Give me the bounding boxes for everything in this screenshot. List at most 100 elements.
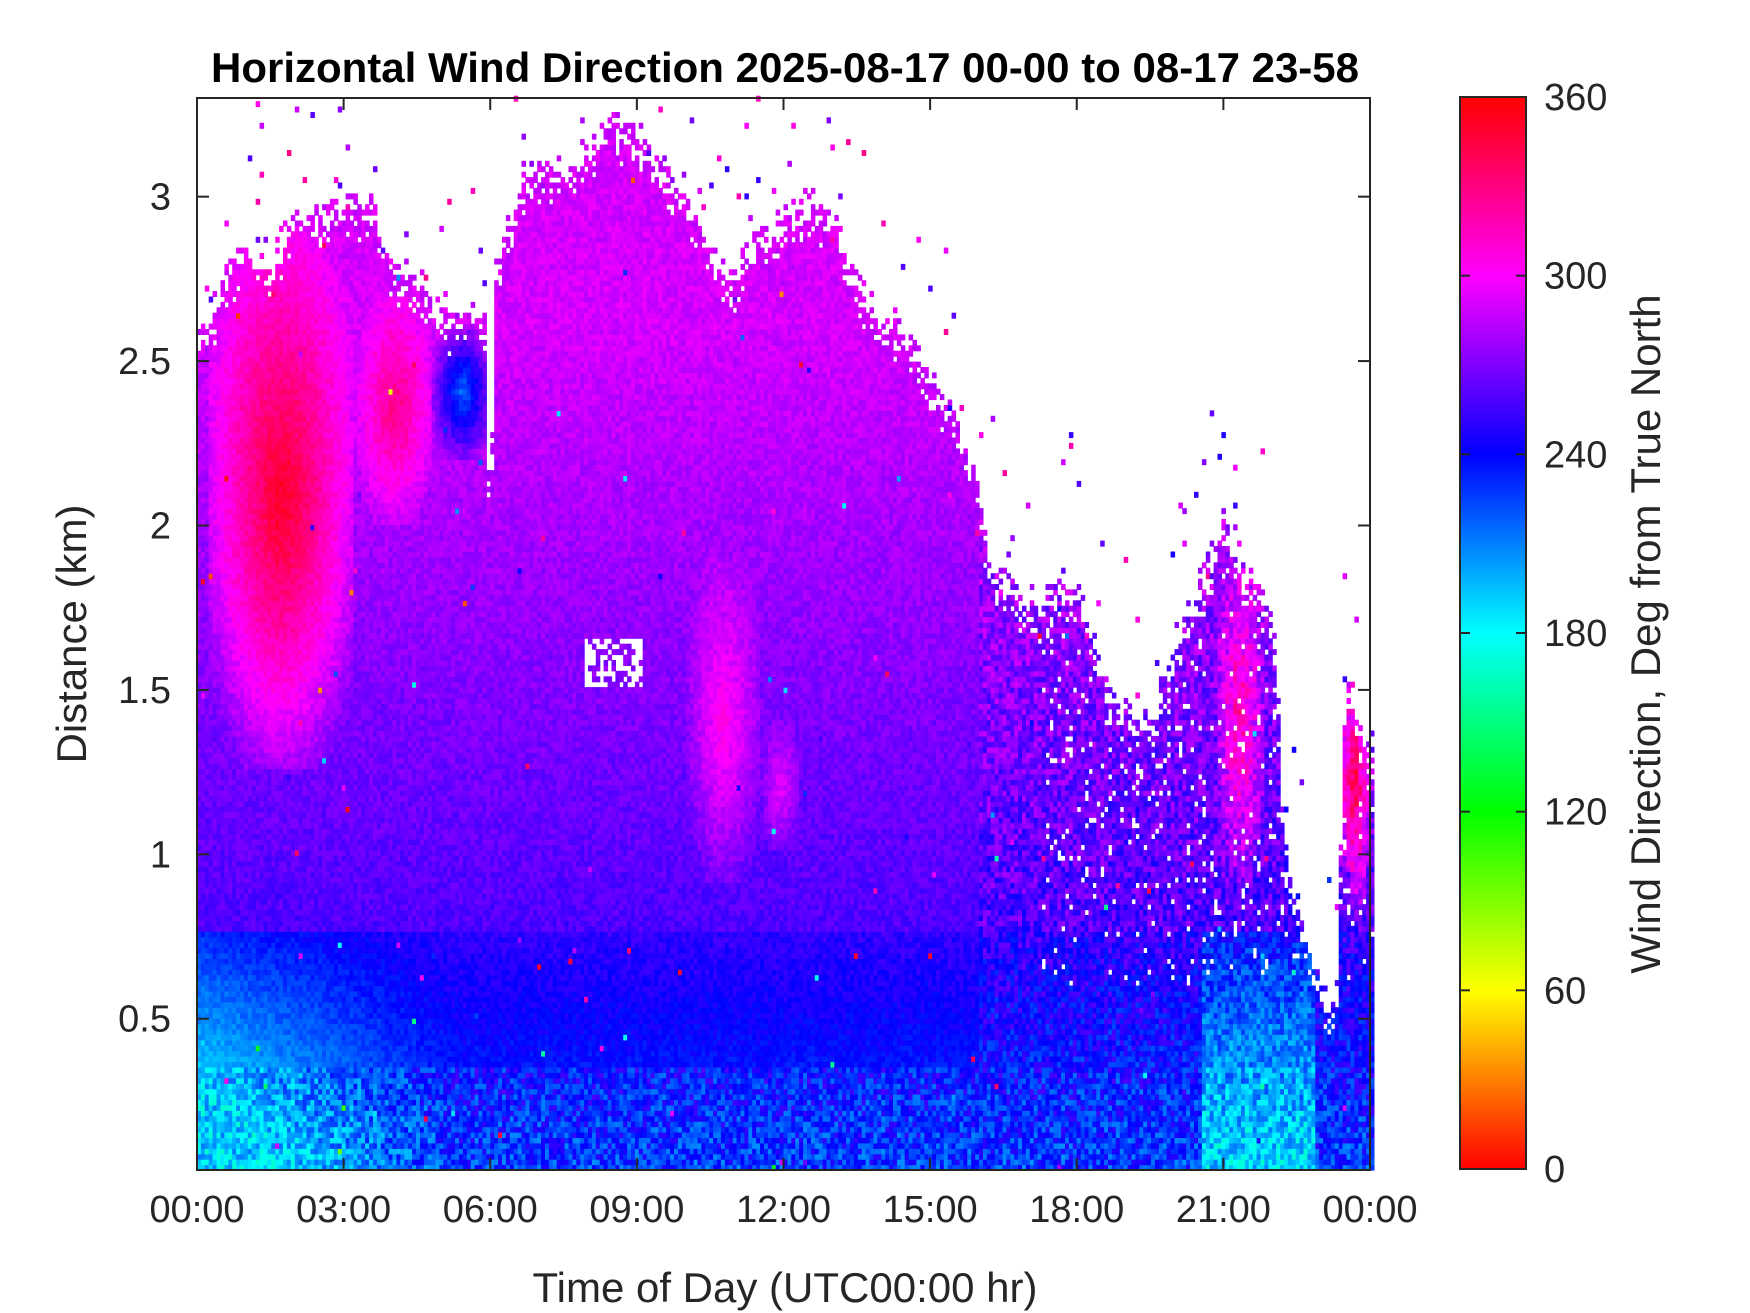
heatmap-cell bbox=[267, 958, 272, 964]
heatmap-cell bbox=[303, 649, 308, 655]
heatmap-cell bbox=[256, 649, 261, 655]
heatmap-cell bbox=[275, 720, 280, 726]
heatmap-cell bbox=[287, 448, 292, 454]
heatmap-cell bbox=[287, 828, 292, 834]
heatmap-cell bbox=[256, 790, 261, 796]
heatmap-cell bbox=[279, 389, 284, 395]
heatmap-cell bbox=[217, 693, 222, 699]
heatmap-cell bbox=[307, 351, 312, 357]
heatmap-cell bbox=[205, 438, 210, 444]
heatmap-cell bbox=[224, 416, 229, 422]
heatmap-cell bbox=[275, 915, 280, 921]
heatmap-cell bbox=[248, 459, 253, 465]
heatmap-cell bbox=[299, 779, 304, 785]
heatmap-cell bbox=[201, 709, 206, 715]
heatmap-cell bbox=[221, 573, 226, 579]
heatmap-cell bbox=[295, 1100, 300, 1106]
heatmap-cell bbox=[295, 107, 300, 113]
heatmap-cell bbox=[217, 1143, 222, 1149]
heatmap-cell bbox=[256, 834, 261, 840]
heatmap-cell bbox=[205, 1045, 210, 1051]
heatmap-cell bbox=[260, 291, 265, 297]
heatmap-cell bbox=[283, 1062, 288, 1068]
heatmap-cell bbox=[205, 834, 210, 840]
heatmap-cell bbox=[299, 752, 304, 758]
heatmap-cell bbox=[252, 920, 257, 926]
heatmap-cell bbox=[221, 1100, 226, 1106]
heatmap-cell bbox=[307, 297, 312, 303]
heatmap-cell bbox=[295, 606, 300, 612]
heatmap-cell bbox=[283, 747, 288, 753]
heatmap-cell bbox=[267, 465, 272, 471]
heatmap-cell bbox=[271, 790, 276, 796]
heatmap-cell bbox=[295, 872, 300, 878]
heatmap-cell bbox=[228, 535, 233, 541]
heatmap-cell bbox=[299, 720, 304, 726]
heatmap-cell bbox=[291, 264, 296, 270]
heatmap-cell bbox=[291, 703, 296, 709]
heatmap-cell bbox=[303, 530, 308, 536]
heatmap-cell bbox=[224, 714, 229, 720]
heatmap-cell bbox=[217, 541, 222, 547]
heatmap-cell bbox=[205, 400, 210, 406]
heatmap-cell bbox=[232, 638, 237, 644]
heatmap-cell bbox=[224, 812, 229, 818]
heatmap-cell bbox=[205, 1062, 210, 1068]
heatmap-cell bbox=[248, 291, 253, 297]
heatmap-cell bbox=[248, 980, 253, 986]
heatmap-cell bbox=[287, 839, 292, 845]
heatmap-cell bbox=[264, 779, 269, 785]
heatmap-cell bbox=[205, 1029, 210, 1035]
heatmap-cell bbox=[260, 779, 265, 785]
heatmap-cell bbox=[264, 1056, 269, 1062]
heatmap-cell bbox=[275, 1007, 280, 1013]
heatmap-cell bbox=[295, 682, 300, 688]
heatmap-cell bbox=[248, 893, 253, 899]
heatmap-cell bbox=[307, 481, 312, 487]
heatmap-cell bbox=[213, 638, 218, 644]
heatmap-cell bbox=[283, 443, 288, 449]
heatmap-cell bbox=[310, 1078, 315, 1084]
heatmap-cell bbox=[236, 872, 241, 878]
heatmap-cell bbox=[287, 1013, 292, 1019]
heatmap-cell bbox=[271, 383, 276, 389]
heatmap-cell bbox=[275, 1045, 280, 1051]
heatmap-cell bbox=[295, 671, 300, 677]
heatmap-cell bbox=[213, 1018, 218, 1024]
heatmap-cell bbox=[264, 318, 269, 324]
heatmap-cell bbox=[232, 665, 237, 671]
heatmap-cell bbox=[267, 817, 272, 823]
heatmap-cell bbox=[264, 975, 269, 981]
heatmap-cell bbox=[303, 736, 308, 742]
heatmap-cell bbox=[244, 649, 249, 655]
heatmap-cell bbox=[224, 942, 229, 948]
heatmap-cell bbox=[291, 682, 296, 688]
heatmap-cell bbox=[205, 1078, 210, 1084]
heatmap-cell bbox=[283, 324, 288, 330]
heatmap-cell bbox=[224, 1143, 229, 1149]
heatmap-cell bbox=[303, 503, 308, 509]
heatmap-cell bbox=[240, 503, 245, 509]
heatmap-cell bbox=[248, 1116, 253, 1122]
heatmap-cell bbox=[299, 622, 304, 628]
heatmap-cell bbox=[213, 568, 218, 574]
heatmap-cell bbox=[228, 530, 233, 536]
heatmap-cell bbox=[287, 888, 292, 894]
heatmap-cell bbox=[213, 633, 218, 639]
heatmap-cell bbox=[271, 356, 276, 362]
heatmap-cell bbox=[275, 351, 280, 357]
heatmap-cell bbox=[236, 698, 241, 704]
heatmap-cell bbox=[205, 383, 210, 389]
heatmap-cell bbox=[244, 345, 249, 351]
heatmap-cell bbox=[232, 769, 237, 775]
heatmap-cell bbox=[307, 1013, 312, 1019]
heatmap-cell bbox=[271, 324, 276, 330]
heatmap-cell bbox=[252, 448, 257, 454]
heatmap-cell bbox=[240, 356, 245, 362]
heatmap-cell bbox=[295, 758, 300, 764]
heatmap-cell bbox=[240, 975, 245, 981]
heatmap-cell bbox=[244, 920, 249, 926]
heatmap-cell bbox=[201, 421, 206, 427]
heatmap-cell bbox=[213, 1094, 218, 1100]
heatmap-cell bbox=[228, 1051, 233, 1057]
